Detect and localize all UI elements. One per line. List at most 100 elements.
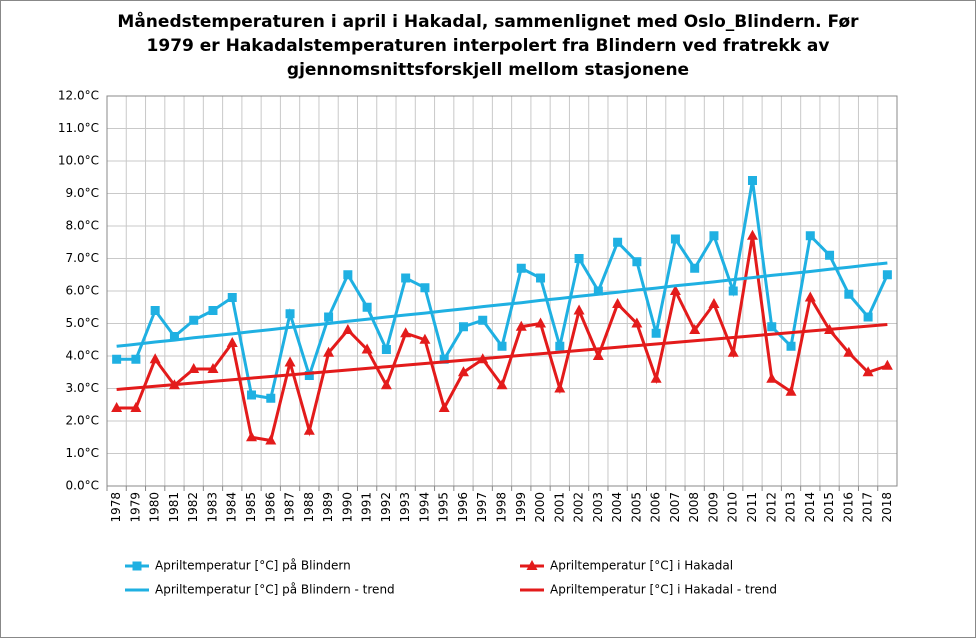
point <box>535 317 547 328</box>
trend-line <box>116 322 888 391</box>
chart-title: 1979 er Hakadalstemperaturen interpolert… <box>147 36 830 56</box>
point <box>825 250 835 260</box>
x-tick-label: 2009 <box>706 492 720 523</box>
point <box>420 283 430 293</box>
point <box>188 363 200 373</box>
x-tick-label: 2008 <box>687 492 701 523</box>
point <box>632 257 642 267</box>
x-tick-label: 1999 <box>514 492 528 523</box>
point <box>246 431 258 442</box>
x-tick-label: 1988 <box>302 492 316 523</box>
x-tick-label: 2006 <box>649 492 663 523</box>
y-tick-label: 1.0°C <box>66 446 99 460</box>
x-tick-label: 2018 <box>880 492 894 523</box>
point <box>554 382 566 393</box>
x-tick-label: 1981 <box>167 492 181 523</box>
trend-line <box>116 261 888 348</box>
point <box>380 379 392 390</box>
point <box>785 385 797 396</box>
point <box>400 327 412 338</box>
x-tick-label: 2014 <box>803 492 817 523</box>
point <box>747 176 757 185</box>
point <box>323 346 335 357</box>
point <box>612 298 624 308</box>
point <box>457 366 469 377</box>
x-tick-label: 2016 <box>841 492 855 523</box>
x-tick-label: 2010 <box>726 492 740 523</box>
y-tick-label: 8.0°C <box>66 219 99 233</box>
x-tick-label: 2013 <box>784 492 798 523</box>
point <box>381 345 391 354</box>
point <box>670 234 680 244</box>
point <box>266 393 276 403</box>
x-tick-label: 2007 <box>668 492 682 523</box>
point <box>526 560 538 570</box>
x-tick-label: 1984 <box>225 492 239 523</box>
point <box>881 359 893 370</box>
x-tick-label: 1995 <box>437 492 451 523</box>
point <box>343 270 353 280</box>
x-tick-label: 1987 <box>283 492 297 523</box>
point <box>844 289 854 299</box>
point <box>804 291 816 302</box>
x-tick-label: 2003 <box>591 492 605 523</box>
point <box>862 366 874 377</box>
point <box>208 306 218 315</box>
point <box>132 561 142 571</box>
point <box>593 286 603 296</box>
plot-area <box>106 95 898 487</box>
legend-label: Apriltemperatur [°C] på Blindern <box>155 559 351 573</box>
point <box>207 363 219 373</box>
point <box>882 270 892 280</box>
x-tick-label: 1996 <box>456 492 470 523</box>
point <box>361 343 373 354</box>
point <box>767 322 777 332</box>
point <box>574 254 584 263</box>
y-tick-label: 2.0°C <box>66 414 99 428</box>
point <box>284 356 296 367</box>
point <box>786 341 796 351</box>
point <box>496 379 508 390</box>
x-tick-label: 1997 <box>475 492 489 523</box>
point <box>515 320 527 331</box>
x-tick-label: 1982 <box>186 492 200 523</box>
x-tick-label: 1978 <box>109 492 123 523</box>
y-tick-label: 6.0°C <box>66 284 99 298</box>
point <box>592 350 604 360</box>
point <box>516 263 526 273</box>
legend-label: Apriltemperatur [°C] i Hakadal - trend <box>550 583 777 597</box>
x-tick-label: 2001 <box>552 492 566 523</box>
point <box>669 285 681 295</box>
chart-title: gjennomsnittsforskjell mellom stasjonene <box>287 60 689 80</box>
point <box>324 312 334 322</box>
point <box>227 293 237 302</box>
point <box>189 315 199 325</box>
point <box>478 315 488 325</box>
y-tick-label: 3.0°C <box>66 381 99 395</box>
point <box>689 324 701 334</box>
point <box>766 372 778 383</box>
y-tick-label: 9.0°C <box>66 186 99 200</box>
x-tick-label: 1991 <box>360 492 374 523</box>
x-tick-label: 1989 <box>321 492 335 523</box>
point <box>303 424 315 435</box>
point <box>728 286 738 296</box>
point <box>247 390 257 400</box>
y-tick-label: 10.0°C <box>58 154 99 168</box>
point <box>805 231 815 241</box>
point <box>709 231 719 241</box>
x-tick-label: 1979 <box>128 492 142 523</box>
y-tick-label: 5.0°C <box>66 316 99 330</box>
point <box>438 402 450 412</box>
x-tick-label: 2000 <box>533 492 547 523</box>
point <box>458 322 468 332</box>
x-tick-label: 1983 <box>205 492 219 523</box>
y-tick-label: 11.0°C <box>58 121 99 135</box>
chart-title: Månedstemperaturen i april i Hakadal, sa… <box>117 10 859 32</box>
x-tick-label: 2004 <box>610 492 624 523</box>
point <box>131 354 141 364</box>
legend-label: Apriltemperatur [°C] på Blindern - trend <box>155 583 395 597</box>
point <box>573 304 585 315</box>
point <box>112 354 122 364</box>
x-tick-label: 2012 <box>764 492 778 523</box>
